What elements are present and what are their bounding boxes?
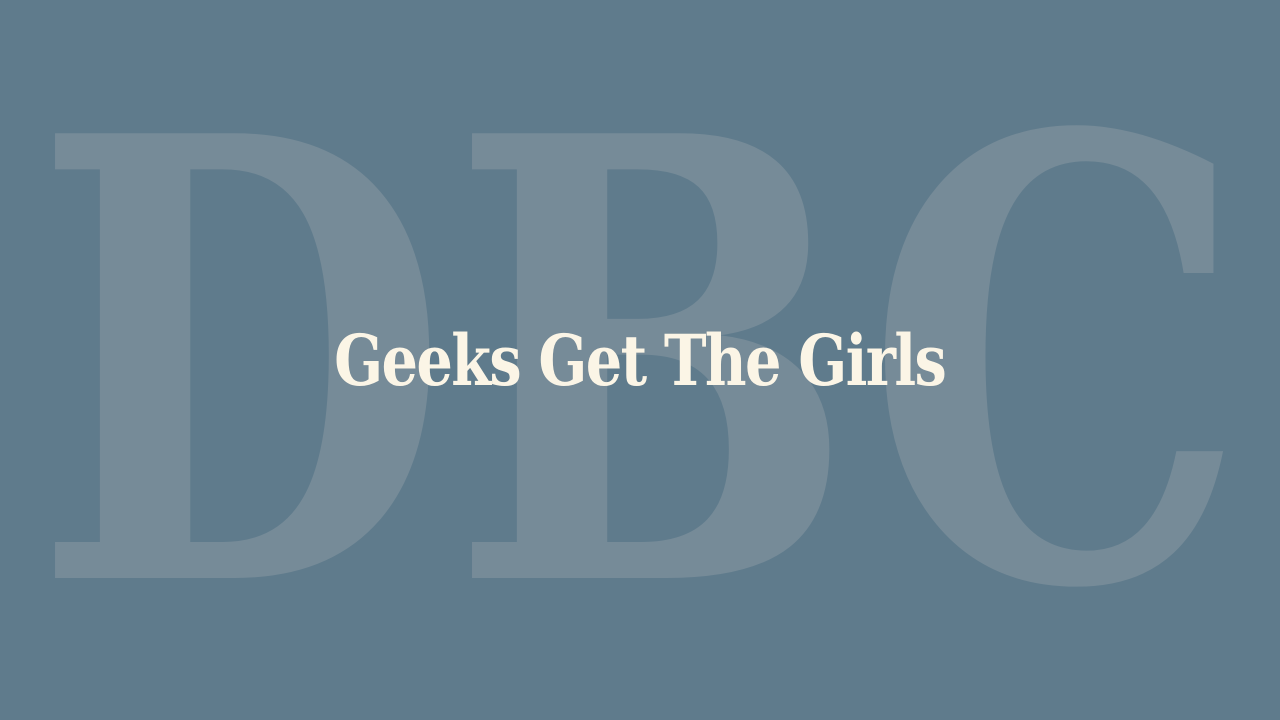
watermark-letters: DBC	[33, 5, 1248, 720]
slide-title: Geeks Get The Girls	[334, 318, 947, 402]
